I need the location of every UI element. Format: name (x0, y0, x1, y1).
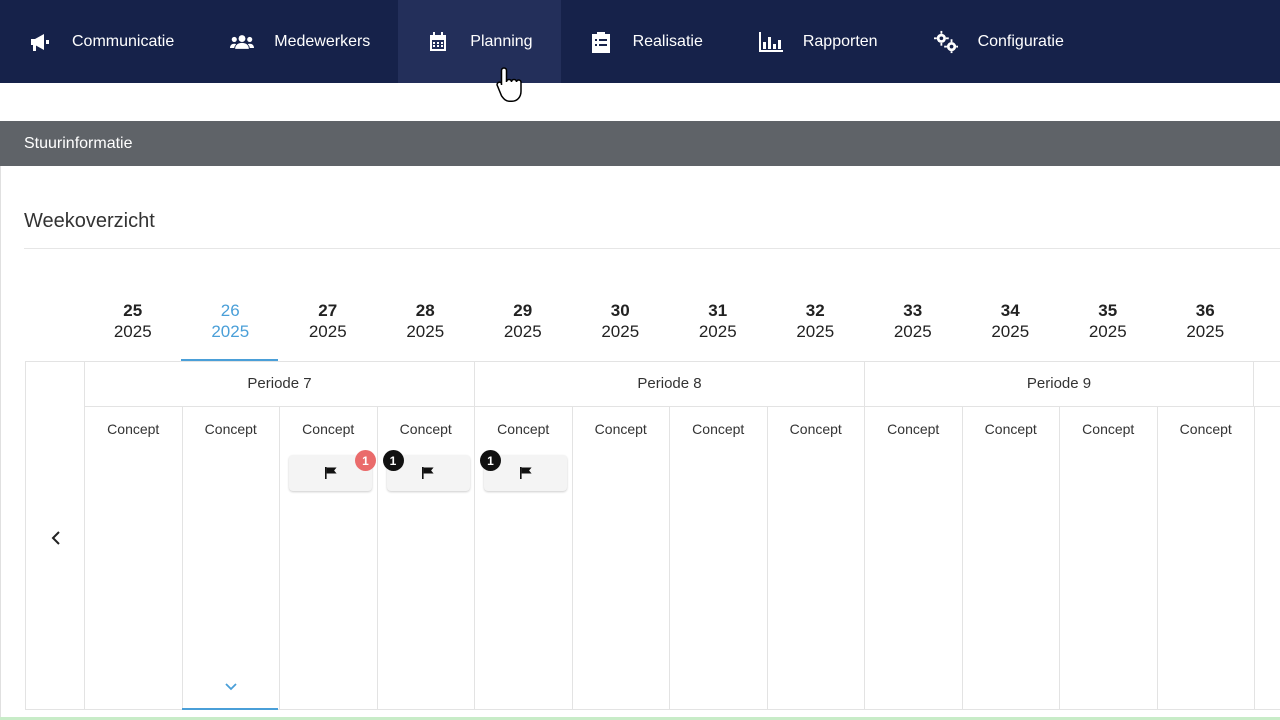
period-header: Periode 9 (865, 361, 1254, 407)
week-column[interactable]: Concept 1 (475, 407, 573, 710)
gears-icon (933, 30, 958, 54)
content-frame (0, 166, 1280, 720)
week-column[interactable]: Concept (1060, 407, 1158, 710)
hand-cursor-icon (496, 66, 524, 109)
nav-label: Planning (470, 32, 533, 50)
nav-item-planning[interactable]: Planning (398, 0, 561, 83)
active-week-indicator (181, 359, 278, 361)
status-label: Concept (204, 421, 257, 437)
calendar-icon (426, 30, 450, 54)
status-label: Concept (1082, 421, 1135, 437)
week-column[interactable]: Concept (183, 407, 280, 710)
week-tab[interactable]: 31 2025 (698, 301, 737, 341)
week-column[interactable]: Concept (963, 407, 1060, 710)
week-column[interactable]: Concept (1158, 407, 1255, 710)
flag-icon (324, 467, 337, 479)
expand-button[interactable] (222, 680, 240, 694)
week-column[interactable]: Concept (865, 407, 963, 710)
week-tab[interactable]: 35 2025 (1088, 301, 1127, 341)
status-label: Concept (302, 421, 355, 437)
week-column[interactable]: Concept (85, 407, 183, 710)
planning-grid (25, 361, 1280, 710)
week-column[interactable]: Concept (573, 407, 670, 710)
clipboard-icon (589, 30, 613, 54)
previous-weeks-button[interactable] (44, 526, 68, 550)
week-tab[interactable]: 29 2025 (503, 301, 542, 341)
chevron-left-icon (51, 531, 60, 545)
nav-item-communicatie[interactable]: Communicatie (0, 0, 202, 83)
notification-badge: 1 (382, 450, 404, 471)
bar-chart-icon (758, 30, 783, 54)
status-label: Concept (1179, 421, 1232, 437)
period-header: Periode 7 (85, 361, 475, 407)
status-label: Concept (497, 421, 550, 437)
nav-label: Configuratie (977, 32, 1064, 50)
top-navigation: Communicatie Medewerkers Planning Realis… (0, 0, 1280, 83)
window-edge (0, 717, 1280, 720)
week-column[interactable]: Concept 1 (378, 407, 475, 710)
flag-icon (422, 467, 434, 479)
chevron-down-icon (225, 683, 237, 691)
status-label: Concept (594, 421, 647, 437)
active-column-indicator (182, 708, 278, 710)
status-label: Concept (107, 421, 160, 437)
status-label: Concept (399, 421, 452, 437)
status-label: Concept (984, 421, 1037, 437)
section-bar-title: Stuurinformatie (24, 134, 133, 152)
nav-label: Communicatie (72, 32, 175, 50)
week-tab-active[interactable]: 26 2025 (211, 301, 250, 341)
period-header: Periode 8 (475, 361, 865, 407)
week-tab[interactable]: 27 2025 (308, 301, 347, 341)
week-column[interactable]: Concept (768, 407, 865, 710)
week-tab[interactable]: 36 2025 (1186, 301, 1225, 341)
status-label: Concept (692, 421, 745, 437)
flag-button[interactable]: 1 (382, 450, 470, 491)
week-tab[interactable]: 30 2025 (601, 301, 640, 341)
status-label: Concept (887, 421, 940, 437)
status-label: Concept (789, 421, 842, 437)
nav-column (25, 361, 85, 710)
flag-icon (519, 467, 532, 479)
week-tab[interactable]: 33 2025 (893, 301, 932, 341)
period-header-partial (1254, 361, 1280, 407)
week-column[interactable]: Concept (670, 407, 768, 710)
notification-badge: 1 (480, 450, 501, 471)
week-tab[interactable]: 28 2025 (406, 301, 445, 341)
users-icon (230, 30, 255, 54)
nav-item-rapporten[interactable]: Rapporten (731, 0, 906, 83)
nav-label: Realisatie (632, 32, 703, 50)
section-bar: Stuurinformatie (0, 121, 1280, 166)
week-tab[interactable]: 25 2025 (113, 301, 152, 341)
notification-badge: 1 (355, 450, 376, 471)
nav-item-realisatie[interactable]: Realisatie (561, 0, 731, 83)
divider (24, 248, 1280, 249)
week-tab[interactable]: 34 2025 (991, 301, 1030, 341)
megaphone-icon (28, 30, 52, 54)
flag-button[interactable]: 1 (289, 450, 376, 491)
flag-button[interactable]: 1 (480, 450, 567, 491)
nav-label: Rapporten (802, 32, 878, 50)
page-title: Weekoverzicht (24, 210, 155, 232)
week-column[interactable]: Concept 1 (280, 407, 378, 710)
nav-item-configuratie[interactable]: Configuratie (906, 0, 1092, 83)
week-tab[interactable]: 32 2025 (796, 301, 835, 341)
nav-item-medewerkers[interactable]: Medewerkers (202, 0, 398, 83)
nav-label: Medewerkers (274, 32, 371, 50)
